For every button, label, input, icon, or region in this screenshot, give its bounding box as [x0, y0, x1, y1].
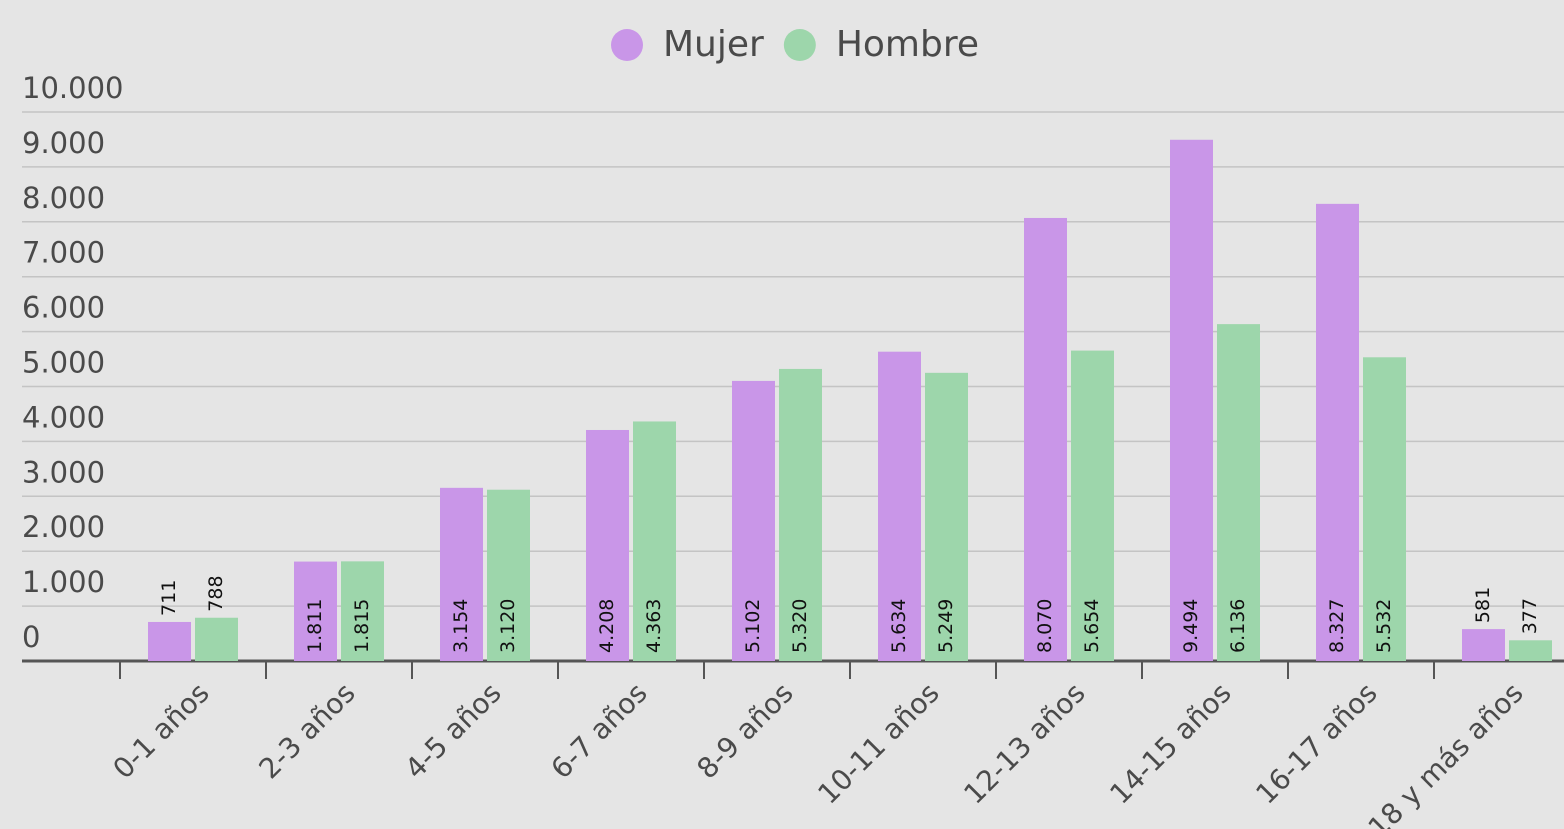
value-label: 8.070 [1034, 599, 1056, 653]
bar [1363, 357, 1406, 661]
bar [732, 380, 775, 661]
x-tick-label: 6-7 años [545, 676, 654, 785]
value-label: 5.102 [742, 599, 764, 653]
x-tick-label: 2-3 años [253, 676, 362, 785]
bar [1071, 350, 1114, 661]
value-label: 5.320 [789, 599, 811, 653]
x-tick-label: 14-15 años [1103, 676, 1237, 810]
value-label: 8.327 [1326, 599, 1348, 653]
value-label: 4.208 [596, 599, 618, 653]
value-label: 377 [1519, 598, 1541, 634]
bar [341, 561, 384, 661]
y-tick-label: 1.000 [22, 565, 105, 599]
y-tick-label: 5.000 [22, 346, 105, 380]
bar [586, 429, 629, 661]
y-tick-label: 6.000 [22, 291, 105, 325]
bar [440, 487, 483, 661]
legend-swatch [783, 29, 816, 61]
bar [487, 489, 530, 661]
bar [633, 421, 676, 661]
value-label: 9.494 [1180, 599, 1202, 653]
y-tick-label: 8.000 [22, 181, 105, 215]
legend-swatch [611, 29, 643, 61]
y-tick-label: 3.000 [22, 455, 105, 489]
y-tick-label: 7.000 [22, 236, 105, 270]
bar [925, 372, 968, 661]
bar [779, 368, 822, 661]
x-tick-label: 18 y más años [1362, 676, 1530, 829]
value-label: 3.154 [450, 599, 472, 653]
bar [1316, 203, 1359, 661]
bar [148, 621, 191, 661]
y-tick-label: 4.000 [22, 400, 105, 434]
bar [294, 561, 337, 661]
value-label: 711 [158, 580, 180, 616]
value-label: 3.120 [497, 599, 519, 653]
bar [195, 617, 238, 661]
value-label: 5.634 [888, 599, 910, 653]
bar [1462, 629, 1505, 661]
x-tick-label: 4-5 años [399, 676, 508, 785]
bar [878, 351, 921, 661]
bar [1217, 324, 1260, 661]
value-label: 1.811 [304, 599, 326, 653]
value-label: 5.532 [1373, 599, 1395, 653]
value-label: 581 [1472, 587, 1494, 623]
y-tick-label: 2.000 [22, 510, 105, 544]
y-tick-label: 0 [22, 620, 40, 654]
value-label: 6.136 [1227, 599, 1249, 653]
value-label: 1.815 [351, 599, 373, 653]
bar [1509, 640, 1552, 661]
x-tick-label: 10-11 años [811, 676, 945, 810]
legend-label: Mujer [663, 24, 764, 65]
bar [1170, 139, 1213, 661]
value-label: 4.363 [643, 599, 665, 653]
x-tick-label: 16-17 años [1249, 676, 1383, 810]
x-tick-label: 8-9 años [691, 676, 800, 785]
x-tick-label: 0-1 años [107, 676, 216, 785]
bar [1024, 217, 1067, 661]
value-label: 788 [205, 575, 227, 611]
value-label: 5.249 [935, 599, 957, 653]
y-tick-label: 9.000 [22, 126, 105, 160]
x-tick-label: 12-13 años [957, 676, 1091, 810]
value-label: 5.654 [1081, 599, 1103, 653]
y-tick-label: 10.000 [22, 71, 123, 105]
legend-label: Hombre [836, 24, 979, 65]
